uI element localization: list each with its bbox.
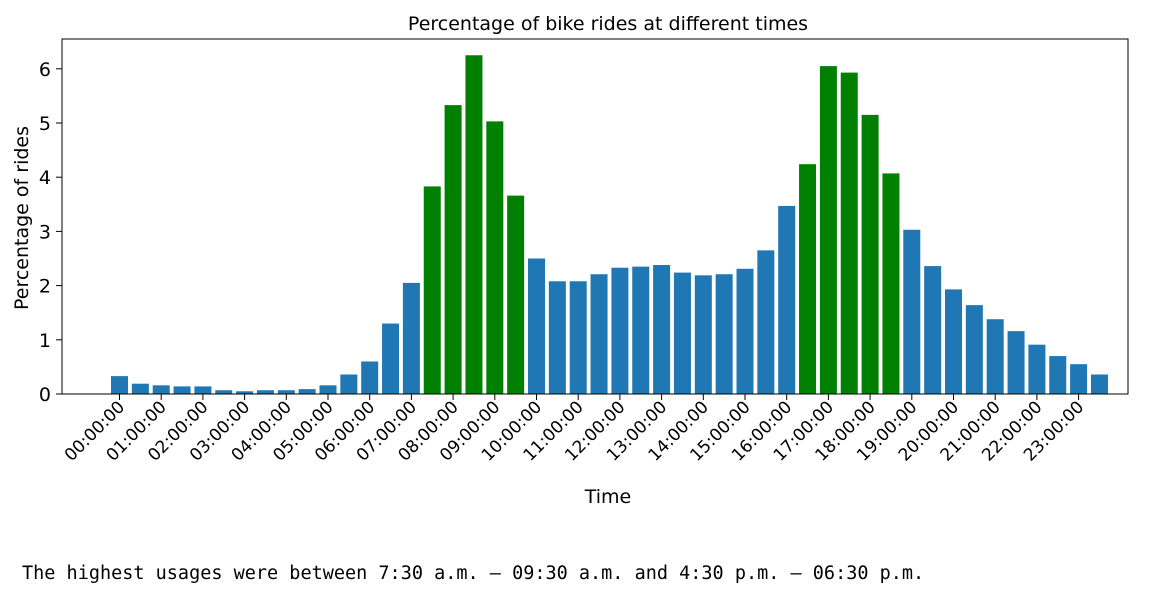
bar-19-00-00 (903, 229, 921, 394)
x-axis-ticks: 00:00:0001:00:0002:00:0003:00:0004:00:00… (61, 394, 1088, 466)
bars-group (111, 55, 1108, 395)
bar-21-30-00 (1007, 331, 1025, 394)
bar-11-00-00 (569, 281, 587, 394)
bar-05-30-00 (340, 374, 358, 394)
bar-01-30-00 (173, 386, 191, 394)
y-tick-label: 2 (39, 276, 51, 298)
bar-08-30-00 (465, 55, 483, 394)
x-axis-label: Time (584, 486, 632, 508)
bar-03-30-00 (256, 390, 274, 394)
bar-22-30-00 (1049, 356, 1067, 394)
bar-20-30-00 (965, 305, 983, 394)
bar-18-30-00 (882, 173, 900, 394)
bar-10-30-00 (548, 281, 566, 394)
bar-00-00-00 (111, 376, 128, 394)
y-tick-label: 5 (39, 113, 51, 135)
y-tick-label: 0 (39, 384, 51, 406)
bar-13-30-00 (673, 272, 691, 394)
bar-08-00-00 (444, 105, 462, 395)
bar-13-00-00 (653, 265, 671, 394)
bar-20-00-00 (945, 289, 962, 394)
bar-07-00-00 (402, 282, 420, 394)
bar-10-00-00 (528, 258, 545, 394)
bar-09-30-00 (507, 195, 525, 394)
bar-02-30-00 (215, 390, 233, 394)
y-axis-label: Percentage of rides (11, 126, 33, 310)
bar-14-30-00 (715, 274, 733, 394)
bar-09-00-00 (486, 121, 504, 394)
bar-14-00-00 (694, 275, 712, 394)
y-axis-ticks: 0 1 2 3 4 5 6 (39, 59, 62, 406)
bar-12-30-00 (632, 266, 650, 394)
chart-title: Percentage of bike rides at different ti… (408, 13, 808, 35)
bar-17-00-00 (819, 66, 837, 394)
output-summary-text: The highest usages were between 7:30 a.m… (22, 563, 925, 584)
y-tick-label: 3 (39, 221, 51, 243)
bar-12-00-00 (611, 267, 629, 394)
bar-17-30-00 (840, 72, 858, 394)
bar-18-00-00 (861, 114, 879, 394)
bar-22-00-00 (1028, 344, 1046, 394)
y-tick-label: 6 (39, 59, 51, 81)
bar-05-00-00 (319, 385, 337, 394)
bar-15-30-00 (757, 250, 775, 394)
bar-23-00-00 (1070, 364, 1088, 394)
y-tick-label: 4 (39, 167, 51, 189)
bar-01-00-00 (152, 385, 170, 394)
bar-16-30-00 (799, 164, 817, 394)
bar-15-00-00 (736, 268, 754, 394)
plot-area-frame (61, 38, 1129, 395)
bar-07-30-00 (423, 186, 441, 394)
bar-16-00-00 (778, 205, 796, 394)
bar-00-30-00 (131, 383, 149, 394)
bar-06-00-00 (361, 361, 379, 394)
bar-11-30-00 (590, 274, 608, 394)
bar-02-00-00 (194, 386, 212, 394)
bar-19-30-00 (924, 266, 942, 394)
bar-03-00-00 (236, 391, 254, 394)
bar-04-00-00 (277, 390, 295, 394)
bar-21-00-00 (986, 319, 1004, 394)
bar-chart: Percentage of bike rides at different ti… (11, 13, 1129, 508)
bar-06-30-00 (382, 323, 400, 394)
bar-04-30-00 (298, 389, 316, 394)
bar-23-30-00 (1090, 374, 1108, 394)
y-tick-label: 1 (39, 330, 51, 352)
